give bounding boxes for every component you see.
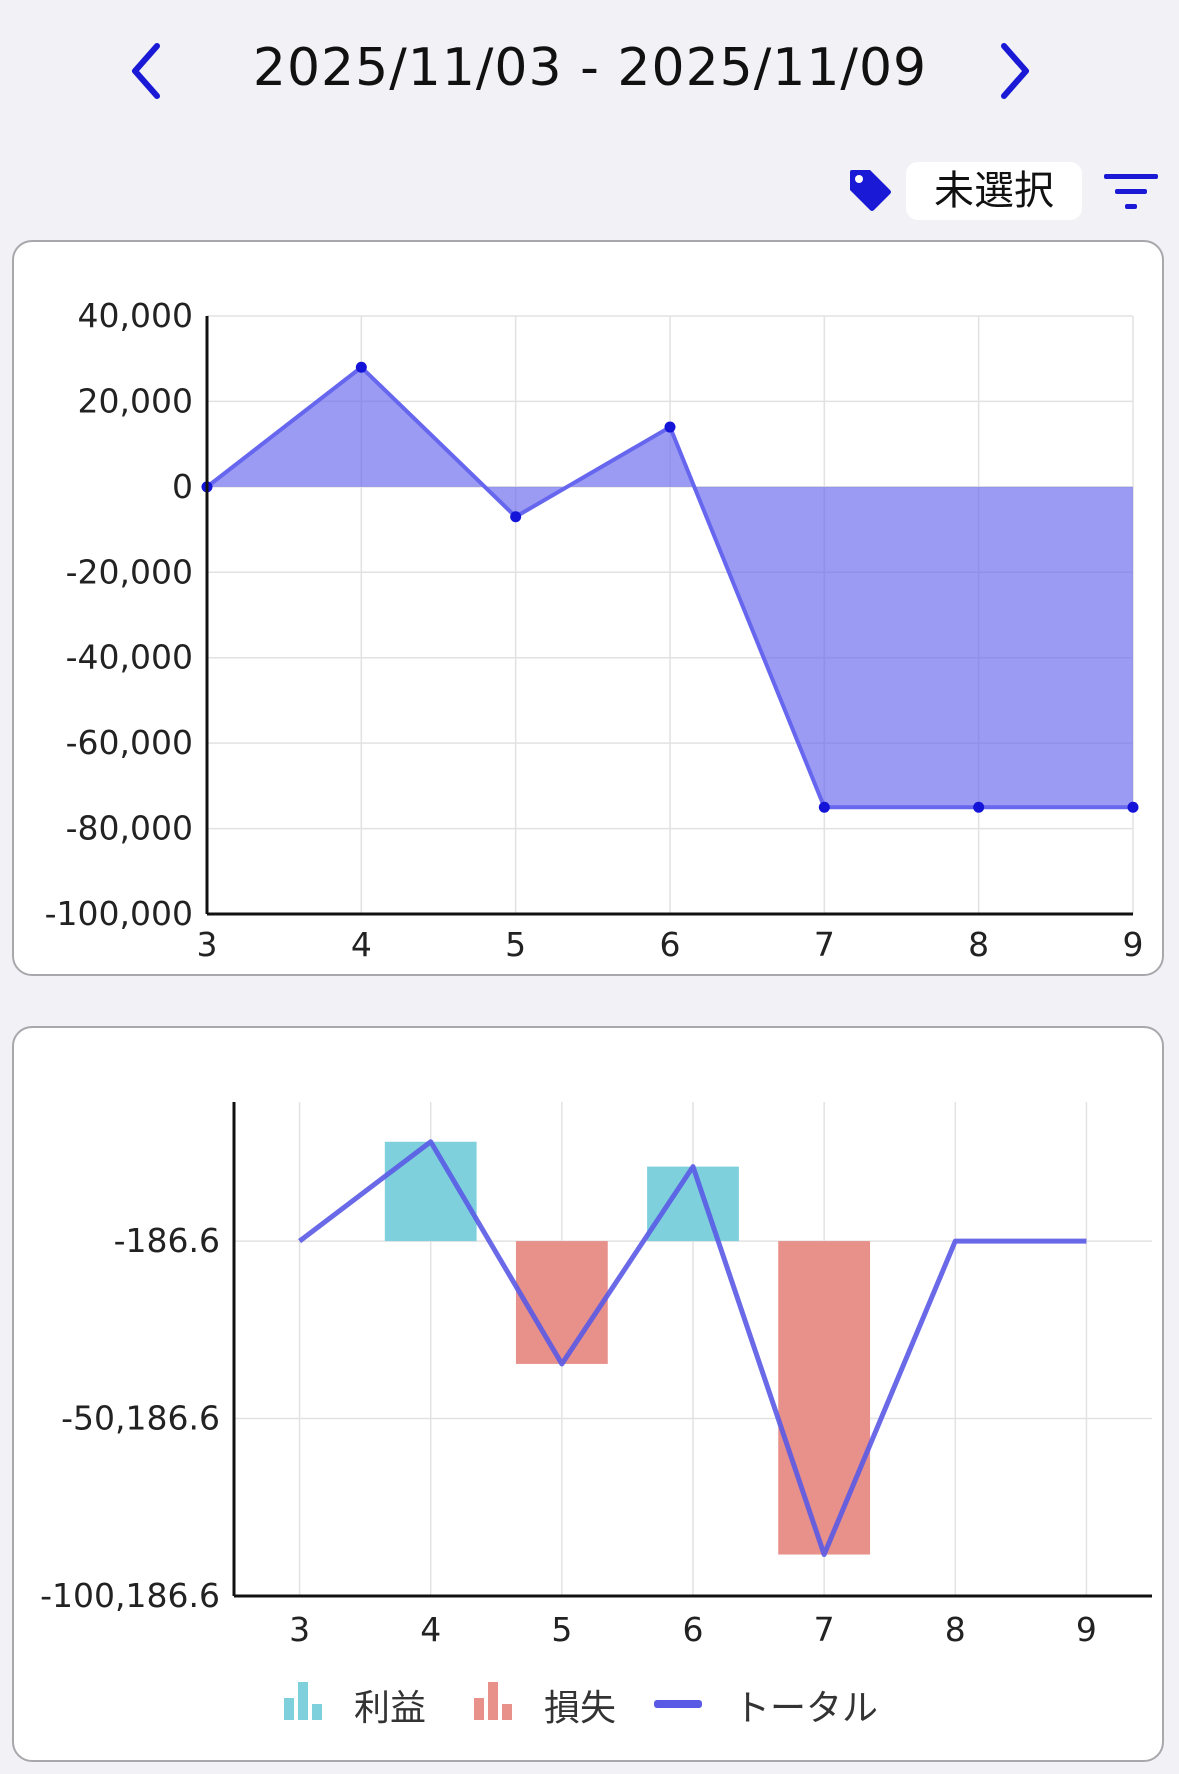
tag-selector[interactable]: 未選択 [906, 162, 1082, 220]
y-tick-label: -186.6 [114, 1221, 220, 1260]
y-tick-label: -100,186.6 [40, 1576, 220, 1615]
legend-bar-icon [312, 1704, 322, 1720]
legend: 利益 損失 トータル [284, 1682, 878, 1729]
y-tick-label: 20,000 [78, 381, 193, 420]
chevron-right-icon [1001, 43, 1029, 99]
week-header: 2025/11/03 - 2025/11/09 [0, 0, 1179, 145]
x-tick-label: 7 [814, 925, 835, 964]
loss-bar [778, 1241, 871, 1555]
legend-bar-icon [474, 1698, 484, 1720]
legend-label: 利益 [354, 1688, 426, 1729]
cumulative-area-chart-card: 40,000 20,000 0 -20,000 -40,000 -60,000 -80,00… [12, 240, 1164, 976]
profit-loss-chart-card: -186.6 -50,186.6 -100,186.6 3 4 5 6 7 8 9 利益 損失 トータル [12, 1026, 1164, 1762]
x-tick-label: 4 [420, 1610, 441, 1649]
data-point [818, 801, 830, 813]
y-tick-label: -60,000 [66, 723, 193, 762]
x-tick-label: 3 [197, 925, 218, 964]
legend-line-icon [654, 1700, 702, 1708]
cumulative-area-chart: 40,000 20,000 0 -20,000 -40,000 -60,000 -80,00… [45, 296, 1144, 964]
total-line [298, 1139, 1087, 1558]
filter-icon[interactable] [1100, 166, 1162, 218]
x-tick-label: 6 [660, 925, 681, 964]
x-tick-label: 4 [351, 925, 372, 964]
x-tick-label: 9 [1123, 925, 1144, 964]
date-range-title: 2025/11/03 - 2025/11/09 [252, 38, 928, 98]
data-point [973, 801, 985, 813]
legend-label: 損失 [544, 1688, 616, 1729]
legend-item: 利益 [284, 1682, 426, 1729]
filter-toolbar: 未選択 [0, 150, 1179, 230]
x-tick-label: 8 [968, 925, 989, 964]
y-tick-label: -20,000 [66, 552, 193, 591]
chevron-left-icon [132, 43, 160, 99]
y-tick-label: -80,000 [66, 809, 193, 848]
previous-week-button[interactable] [115, 36, 185, 106]
y-tick-label: -40,000 [66, 638, 193, 677]
legend-bar-icon [502, 1704, 512, 1720]
x-tick-label: 5 [551, 1610, 572, 1649]
x-tick-label: 5 [505, 925, 526, 964]
y-tick-label: -50,186.6 [61, 1399, 220, 1438]
tag-icon [850, 170, 891, 211]
legend-item: 損失 [474, 1682, 616, 1729]
profit-bar [647, 1166, 739, 1242]
data-point [355, 361, 367, 373]
profit-loss-chart: -186.6 -50,186.6 -100,186.6 3 4 5 6 7 8 9 利益 損失 トータル [40, 1102, 1152, 1729]
data-point [510, 511, 522, 523]
next-week-button[interactable] [976, 36, 1046, 106]
x-tick-label: 6 [683, 1610, 704, 1649]
x-tick-label: 7 [814, 1610, 835, 1649]
x-tick-label: 8 [945, 1610, 966, 1649]
x-tick-label: 3 [289, 1610, 310, 1649]
legend-item: トータル [654, 1688, 878, 1729]
legend-bar-icon [284, 1698, 294, 1720]
y-tick-label: 0 [172, 467, 193, 506]
legend-bar-icon [298, 1682, 308, 1720]
data-point [1127, 801, 1139, 813]
y-tick-label: -100,000 [45, 894, 193, 933]
legend-bar-icon [488, 1682, 498, 1720]
loss-bar [515, 1241, 608, 1364]
y-tick-label: 40,000 [78, 296, 193, 335]
legend-label: トータル [734, 1688, 878, 1729]
x-tick-label: 9 [1076, 1610, 1097, 1649]
data-point [664, 421, 676, 433]
area-fill [207, 367, 1133, 808]
